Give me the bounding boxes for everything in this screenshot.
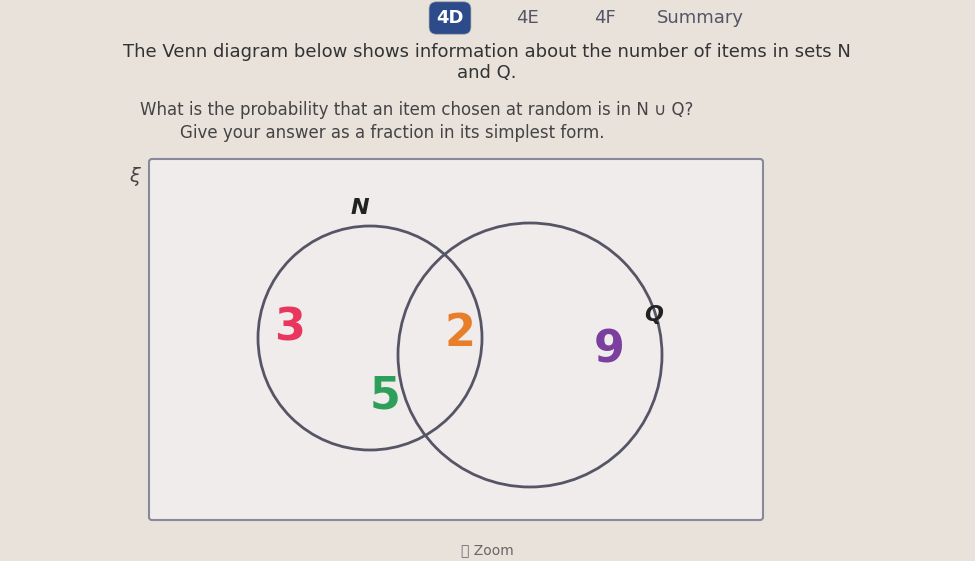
FancyBboxPatch shape [149,159,763,520]
Text: Q: Q [644,305,663,325]
Text: 9: 9 [594,329,625,371]
Text: and Q.: and Q. [457,64,517,82]
Text: N: N [351,198,370,218]
Text: Give your answer as a fraction in its simplest form.: Give your answer as a fraction in its si… [180,124,604,142]
Text: What is the probability that an item chosen at random is in N ∪ Q?: What is the probability that an item cho… [140,101,693,119]
Text: 3: 3 [274,306,305,350]
Text: 🔍 Zoom: 🔍 Zoom [460,543,514,557]
Text: 4D: 4D [436,9,464,27]
Text: ξ: ξ [129,167,140,186]
Text: 4F: 4F [594,9,616,27]
Text: Summary: Summary [656,9,744,27]
Text: 4E: 4E [516,9,538,27]
Text: 5: 5 [370,375,401,418]
Text: The Venn diagram below shows information about the number of items in sets N: The Venn diagram below shows information… [123,43,851,61]
Text: 2: 2 [445,311,476,355]
